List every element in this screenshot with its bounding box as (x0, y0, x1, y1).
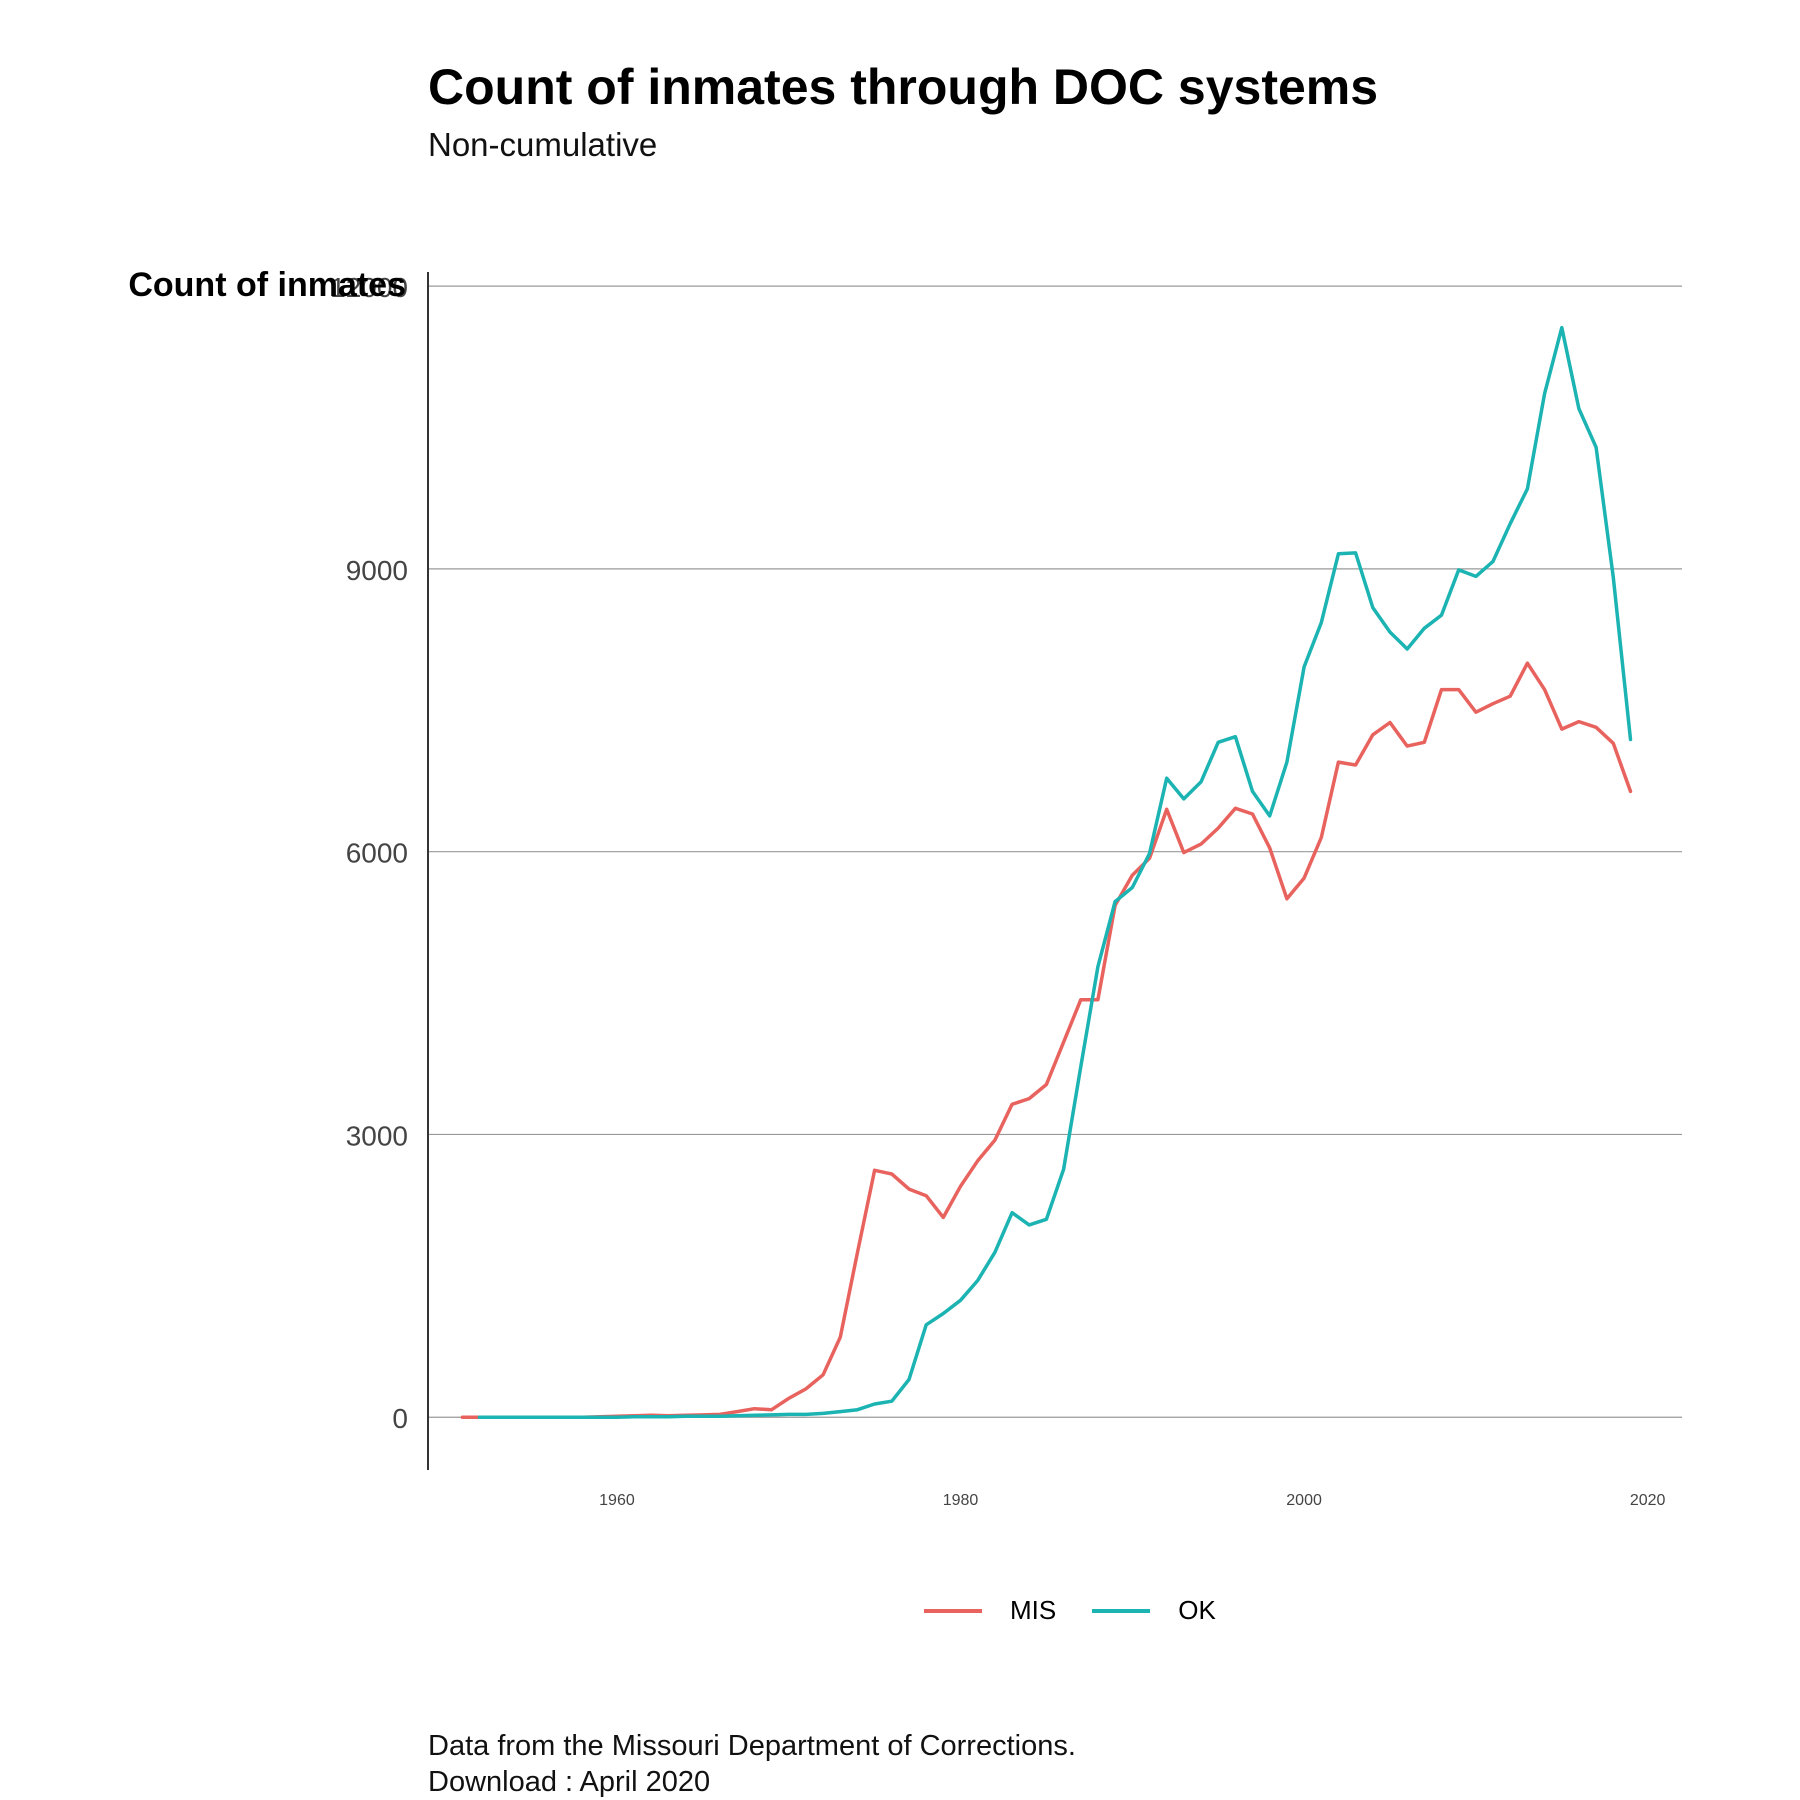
caption: Data from the Missouri Department of Cor… (428, 1728, 1076, 1800)
caption-line-2: Download : April 2020 (428, 1766, 711, 1798)
y-tick-label: 0 (392, 1403, 408, 1434)
gridlines (428, 285, 1682, 1418)
series-line-ok (477, 325, 1633, 1419)
y-tick-label: 9000 (346, 555, 408, 586)
x-tick-label: 2000 (1286, 1492, 1322, 1509)
y-tick-labels: 0 3000 6000 9000 12000 (330, 272, 408, 1434)
y-axis-label: Count of inmates (128, 266, 406, 304)
chart-subtitle: Non-cumulative (428, 126, 658, 163)
x-tick-label: 2020 (1630, 1492, 1666, 1509)
legend-item-mis: MIS (924, 1595, 1056, 1626)
legend-item-ok: OK (1092, 1595, 1216, 1626)
y-tick-label: 12000 (330, 272, 408, 303)
x-tick-label: 1980 (943, 1492, 979, 1509)
legend: MIS OK (924, 1595, 1252, 1626)
series-line-mis (460, 661, 1633, 1419)
legend-label-mis: MIS (1010, 1595, 1057, 1625)
legend-label-ok: OK (1178, 1595, 1216, 1625)
legend-swatch-ok (1092, 1608, 1151, 1613)
y-tick-label: 3000 (346, 1120, 408, 1151)
y-tick-label: 6000 (346, 838, 408, 869)
chart-title: Count of inmates through DOC systems (428, 59, 1379, 115)
x-tick-labels: 1960 1980 2000 2020 (599, 1492, 1665, 1509)
caption-line-1: Data from the Missouri Department of Cor… (428, 1730, 1076, 1762)
x-tick-label: 1960 (599, 1492, 635, 1509)
legend-swatch-mis (924, 1608, 982, 1613)
series-lines (460, 325, 1633, 1419)
